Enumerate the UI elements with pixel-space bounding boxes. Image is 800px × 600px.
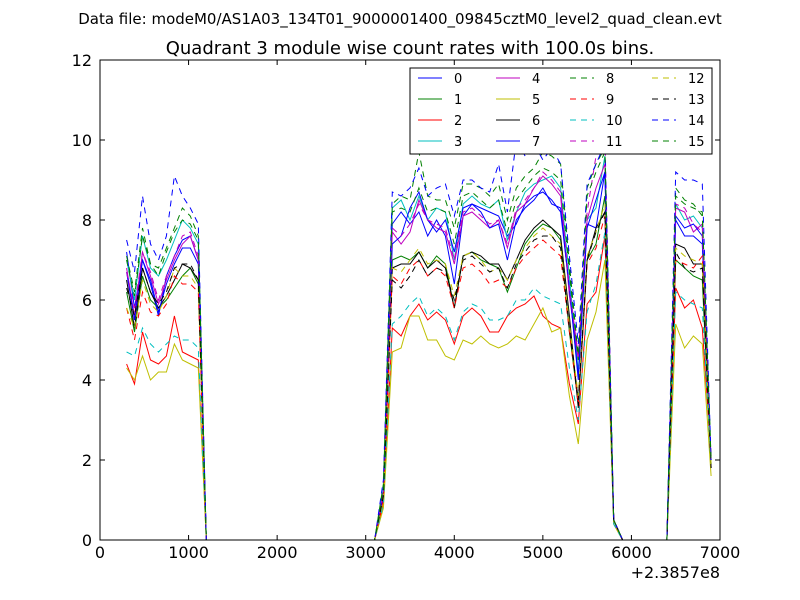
series-line-12 <box>126 203 712 541</box>
legend-label-5: 5 <box>532 93 540 108</box>
series-line-9 <box>126 215 712 541</box>
x-tick-label: 6000 <box>611 543 652 562</box>
legend-label-2: 2 <box>454 114 462 129</box>
data-file-title: Data file: modeM0/AS1A03_134T01_90000014… <box>78 10 722 29</box>
legend-label-12: 12 <box>688 72 705 87</box>
series-line-7 <box>126 171 712 541</box>
legend-label-8: 8 <box>606 72 614 87</box>
legend-label-6: 6 <box>532 114 540 129</box>
y-tick-label: 2 <box>82 451 92 470</box>
x-tick-label: 3000 <box>345 543 386 562</box>
legend-label-1: 1 <box>454 93 462 108</box>
legend-label-4: 4 <box>532 72 540 87</box>
chart-title: Quadrant 3 module wise count rates with … <box>166 38 655 59</box>
series-line-13 <box>126 211 712 541</box>
x-tick-label: 4000 <box>434 543 475 562</box>
x-axis-offset-label: +2.3857e8 <box>631 563 720 582</box>
series-line-5 <box>126 259 712 541</box>
legend-frame <box>409 67 713 155</box>
series-layer <box>126 135 712 541</box>
legend-label-11: 11 <box>606 135 623 150</box>
legend-label-3: 3 <box>454 135 462 150</box>
series-line-3 <box>126 155 712 541</box>
series-line-1 <box>126 195 712 541</box>
x-tick-label: 1000 <box>168 543 209 562</box>
legend-label-10: 10 <box>606 114 623 129</box>
legend-label-15: 15 <box>688 135 705 150</box>
legend-label-13: 13 <box>688 93 705 108</box>
series-line-10 <box>126 231 712 541</box>
x-axis: 0 1000 2000 3000 4000 5000 6000 7000 <box>95 60 740 562</box>
series-line-6 <box>126 210 712 541</box>
series-line-0 <box>126 171 712 541</box>
y-tick-label: 4 <box>82 371 92 390</box>
y-tick-label: 10 <box>72 131 92 150</box>
series-line-2 <box>126 235 712 541</box>
series-line-15 <box>126 151 712 541</box>
y-tick-label: 6 <box>82 291 92 310</box>
legend-label-0: 0 <box>454 72 462 87</box>
series-line-8 <box>126 146 712 541</box>
x-tick-label: 7000 <box>700 543 741 562</box>
legend-label-9: 9 <box>606 93 614 108</box>
x-tick-label: 2000 <box>257 543 298 562</box>
x-tick-label: 0 <box>95 543 105 562</box>
legend-label-7: 7 <box>532 135 540 150</box>
y-tick-label: 0 <box>82 531 92 550</box>
series-line-4 <box>126 163 712 541</box>
x-tick-label: 5000 <box>522 543 563 562</box>
y-tick-label: 12 <box>72 51 92 70</box>
y-tick-label: 8 <box>82 211 92 230</box>
legend-label-14: 14 <box>688 114 705 129</box>
